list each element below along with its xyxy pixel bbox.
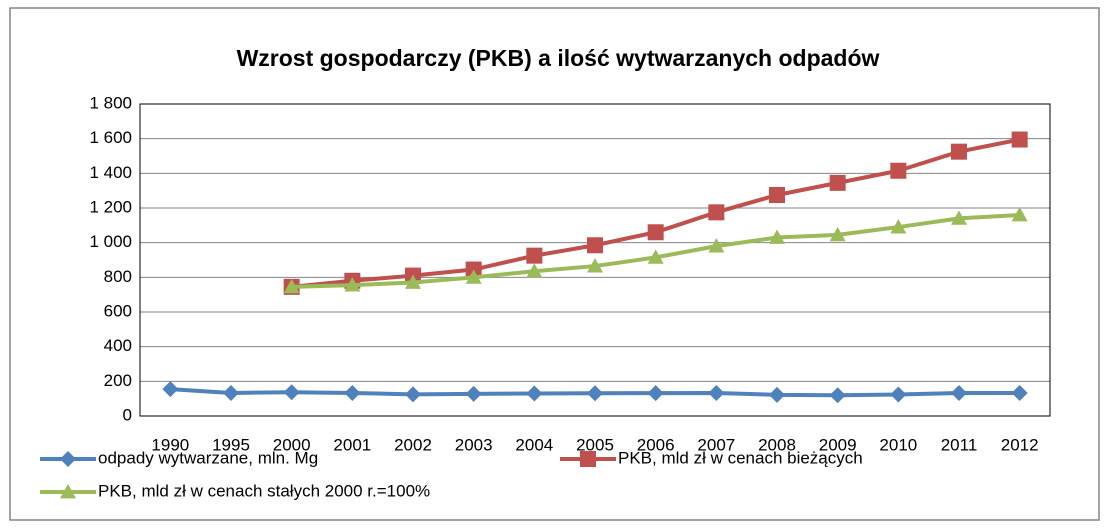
marker [526,385,543,402]
marker [587,258,603,273]
marker [951,210,967,225]
x-tick-label: 2004 [515,435,553,454]
chart-border [9,7,1100,521]
marker [587,237,603,254]
marker [1011,131,1028,148]
legend-marker [580,451,596,467]
marker [647,249,664,264]
x-tick-label: 2011 [941,435,978,454]
marker [708,204,725,221]
marker [405,386,421,403]
marker [162,381,179,398]
y-tick-label: 800 [104,267,132,286]
plot-border [139,103,1051,417]
marker [951,143,967,160]
marker [223,384,239,401]
x-tick-label: 1990 [151,435,189,454]
marker [1011,206,1028,222]
marker [526,247,543,264]
marker [405,274,421,289]
marker [769,229,785,244]
y-tick-label: 200 [104,371,132,390]
x-tick-label: 2007 [697,435,735,454]
marker [951,384,967,401]
x-tick-label: 2002 [394,435,432,454]
marker [344,277,361,292]
legend-label: odpady wytwarzane, mln. Mg [98,448,318,467]
marker [769,386,785,403]
x-tick-label: 2000 [273,435,311,454]
y-tick-label: 0 [123,405,132,424]
x-tick-label: 2005 [576,435,614,454]
marker [890,162,907,179]
legend-label: PKB, mld zł w cenach stałych 2000 r.=100… [98,481,430,500]
marker [647,385,664,402]
x-tick-label: 2003 [455,435,493,454]
y-tick-label: 1 600 [89,128,132,147]
marker [526,263,543,278]
x-tick-label: 2012 [1001,435,1039,454]
x-tick-label: 2008 [758,435,796,454]
legend-marker [60,484,76,499]
legend-label: PKB, mld zł w cenach bieżących [618,448,863,467]
marker [890,219,907,234]
marker [708,238,725,253]
marker [829,387,846,404]
marker [465,269,482,284]
x-tick-label: 1995 [212,435,250,454]
y-tick-label: 1 200 [89,197,132,216]
marker [708,384,725,401]
x-tick-label: 2009 [819,435,857,454]
marker [829,174,846,191]
x-tick-label: 2006 [637,435,675,454]
marker [769,187,785,203]
marker [465,385,482,402]
x-tick-label: 2010 [879,435,917,454]
marker [829,226,846,242]
marker [283,278,300,294]
y-tick-label: 1 800 [89,93,132,112]
marker [344,384,361,401]
chart-title: Wzrost gospodarczy (PKB) a ilość wytwarz… [237,45,880,71]
marker [587,385,603,402]
y-tick-label: 1 000 [89,232,132,251]
y-tick-label: 1 400 [89,163,132,182]
marker [283,384,300,401]
legend-marker [60,451,76,467]
marker [1011,384,1028,401]
marker [647,224,664,241]
y-tick-label: 400 [104,336,132,355]
x-tick-label: 2001 [333,435,371,454]
marker [890,386,907,403]
y-tick-label: 600 [104,301,132,320]
